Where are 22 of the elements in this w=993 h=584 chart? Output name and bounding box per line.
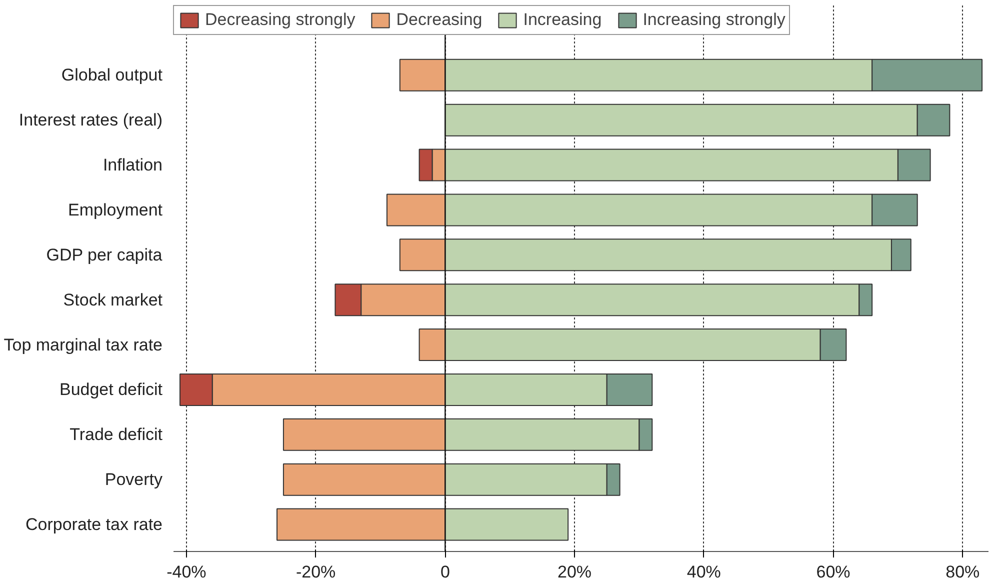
x-tick-label: 0 — [440, 562, 450, 582]
y-tick-label: GDP per capita — [46, 245, 163, 264]
legend-label: Decreasing — [396, 10, 482, 30]
y-tick-label: Inflation — [102, 156, 163, 175]
x-tick-label: 80% — [946, 562, 980, 582]
y-tick-label: Stock market — [63, 290, 163, 310]
y-tick-label: Employment — [68, 200, 163, 220]
x-tick-label: 20% — [558, 562, 592, 582]
y-tick-label: Trade deficit — [70, 425, 163, 444]
x-tick-label: 60% — [816, 562, 850, 582]
legend-label: Decreasing strongly — [205, 10, 356, 30]
y-tick-label: Interest rates (real) — [18, 110, 163, 130]
y-tick-label: Corporate tax rate — [25, 515, 163, 534]
legend-label: Increasing — [523, 10, 602, 30]
x-tick-label: -40% — [166, 562, 206, 582]
y-tick-label: Poverty — [104, 470, 163, 490]
y-tick-label: Top marginal tax rate — [4, 335, 163, 354]
x-tick-label: 40% — [686, 562, 721, 582]
y-tick-label: Global output — [61, 66, 163, 85]
y-tick-label: Budget deficit — [59, 380, 163, 400]
x-tick-label: -20% — [296, 562, 336, 582]
legend-label: Increasing strongly — [642, 10, 786, 30]
